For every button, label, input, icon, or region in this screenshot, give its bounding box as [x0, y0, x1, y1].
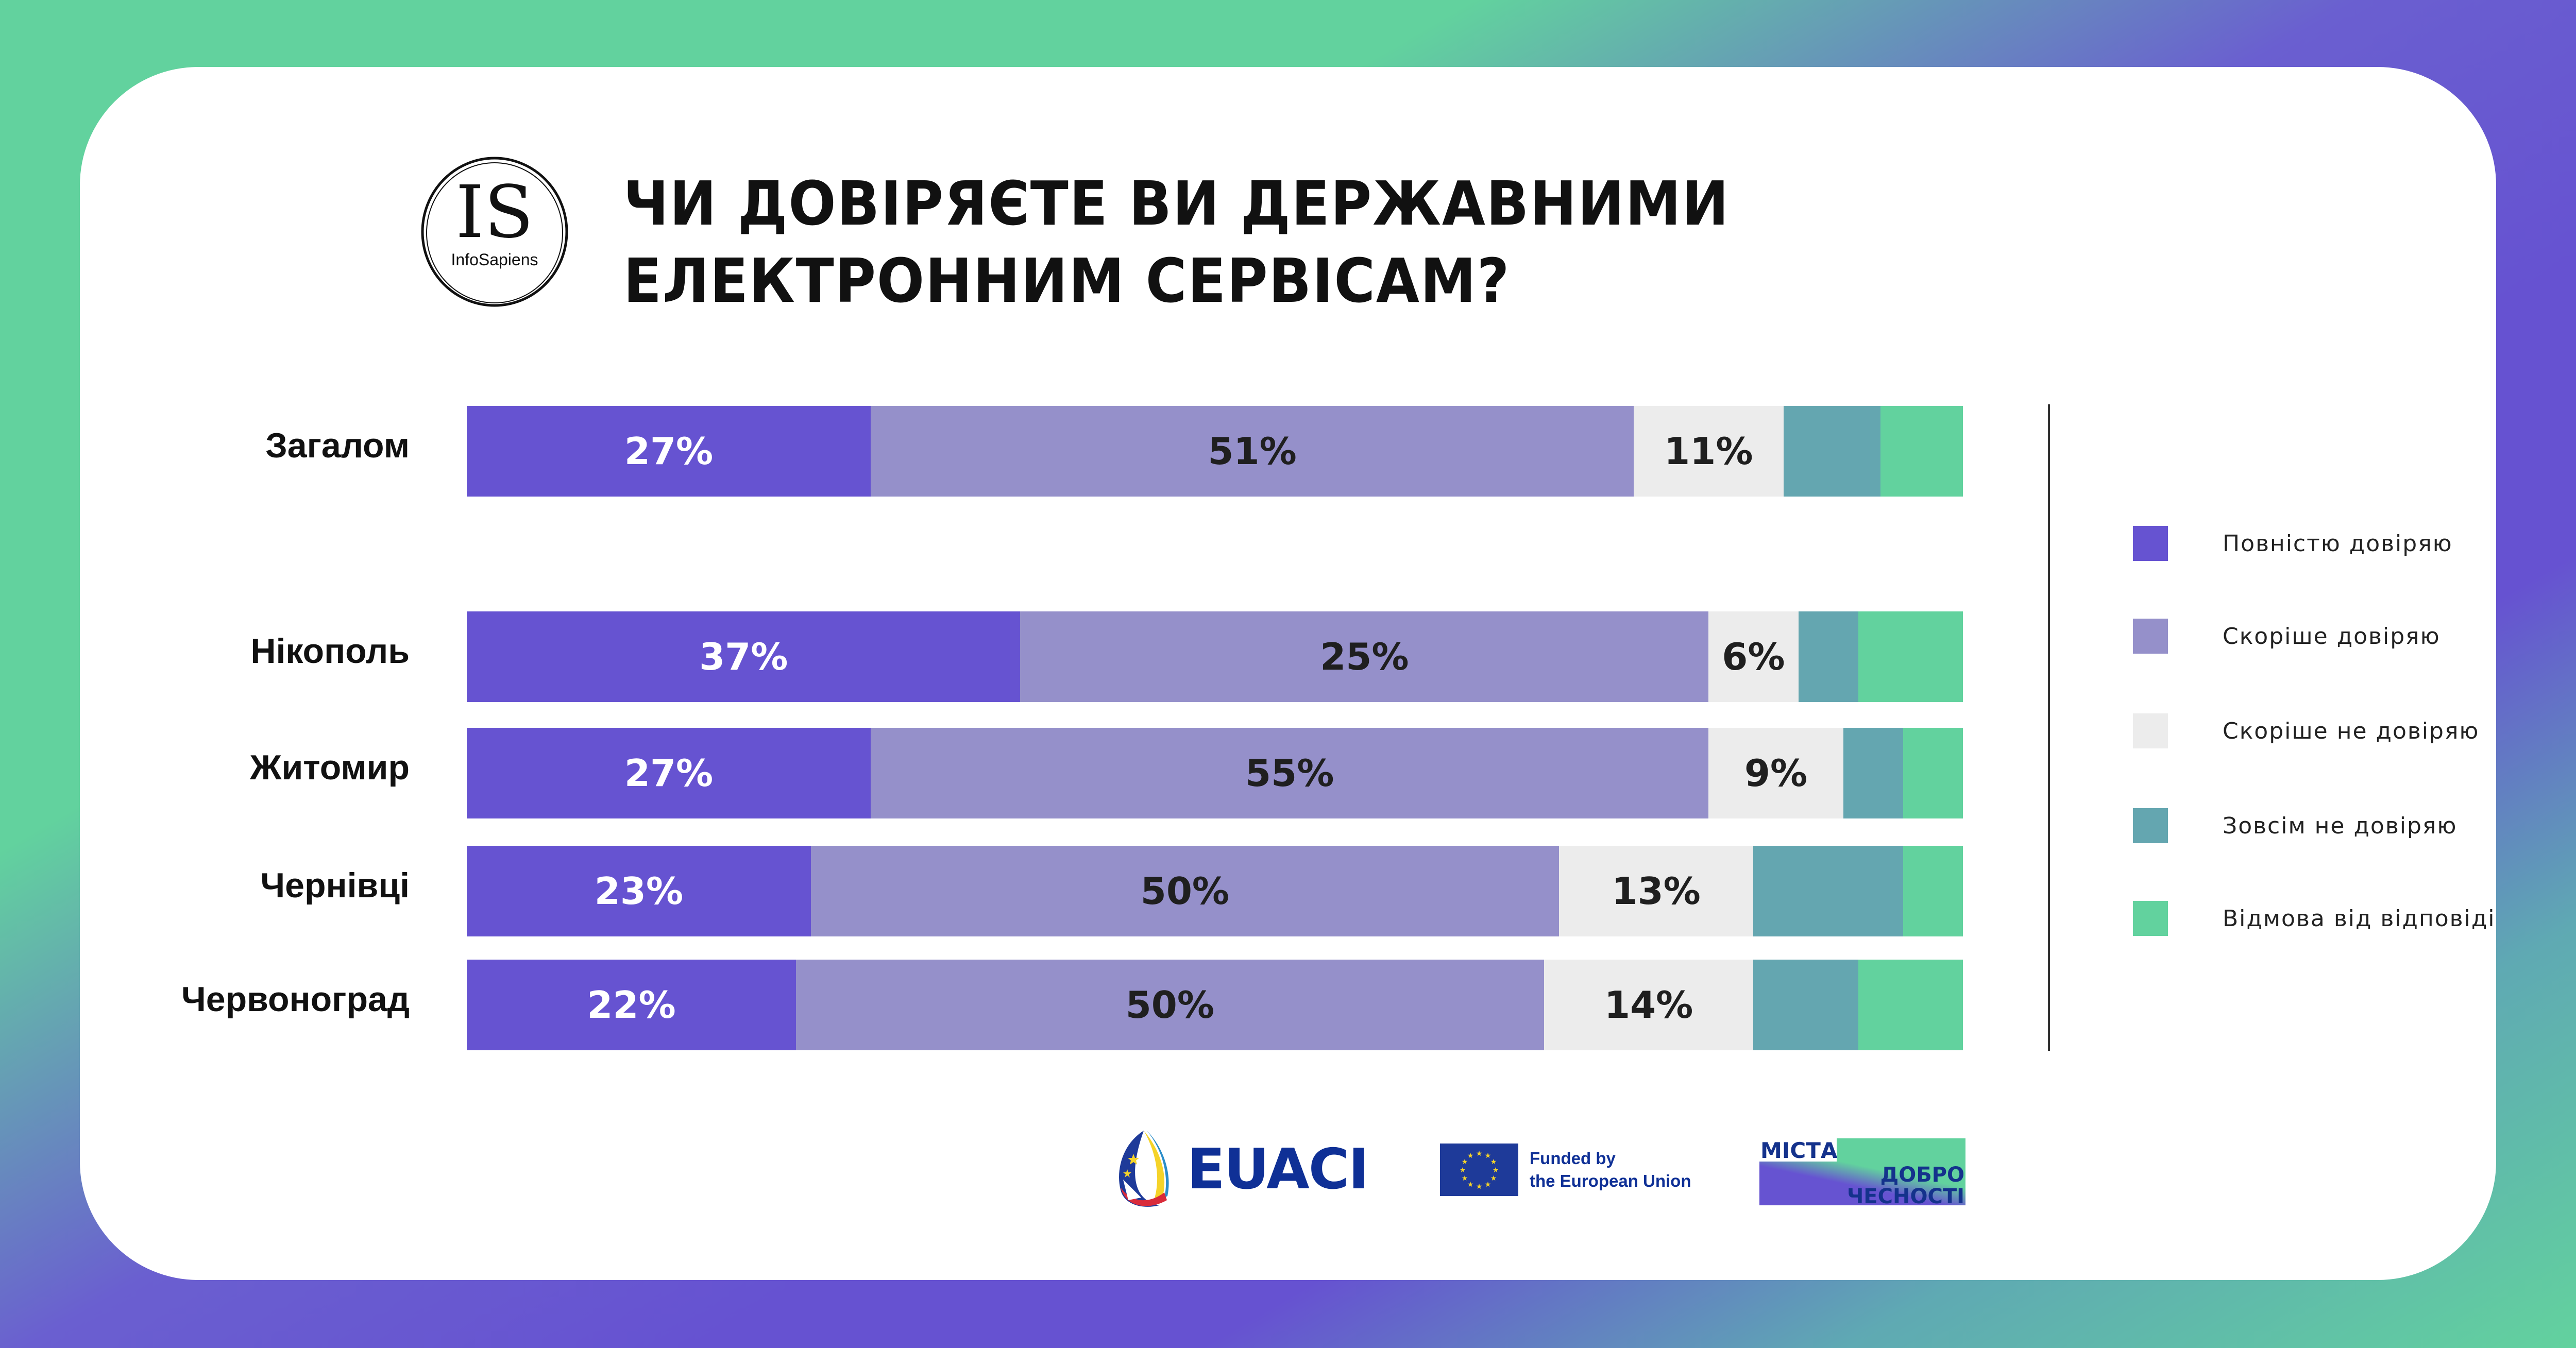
stacked-bar: 37% 25% 6% — [467, 611, 1963, 702]
eu-funded-logo: ★ ★ ★ ★ ★ ★ ★ ★ ★ ★ ★ ★ Funded by the European U… — [1440, 1144, 1691, 1196]
bar-segment-rather-trust: 25% — [1020, 611, 1709, 702]
bar-segment-fully-trust: 37% — [467, 611, 1021, 702]
stacked-bar: 23% 50% 13% — [467, 846, 1963, 936]
legend-separator — [2048, 404, 2050, 1051]
legend-swatch — [2133, 619, 2168, 654]
svg-text:★: ★ — [1476, 1183, 1483, 1191]
legend-label: Повністю довіряю — [2223, 530, 2453, 557]
data-label: 14% — [1604, 983, 1693, 1027]
bar-segment-refused — [1858, 960, 1963, 1050]
legend-label: Скоріше довіряю — [2223, 623, 2441, 650]
infosapiens-name: InfoSapiens — [451, 250, 538, 269]
category-label: Загалом — [265, 426, 410, 465]
data-label: 22% — [587, 983, 676, 1027]
eu-flag-icon: ★ ★ ★ ★ ★ ★ ★ ★ ★ ★ ★ ★ — [1440, 1144, 1518, 1196]
bar-segment-not-trust-at-all — [1753, 960, 1858, 1050]
svg-text:★: ★ — [1467, 1152, 1474, 1160]
data-label: 6% — [1722, 635, 1785, 678]
mista-line-3: ЧЕСНОСТІ — [1847, 1185, 1964, 1205]
legend-item-rather-trust: Скоріше довіряю — [2133, 618, 2495, 654]
data-label: 27% — [624, 752, 714, 795]
data-label: 51% — [1208, 430, 1297, 473]
euaci-logo: EUACI — [1113, 1128, 1369, 1210]
data-label: 11% — [1664, 430, 1753, 473]
chart-title-line-1: ЧИ ДОВІРЯЄТЕ ВИ ДЕРЖАВНИМИ — [623, 168, 1730, 239]
eu-funded-line-1: Funded by — [1530, 1149, 1616, 1168]
data-label: 9% — [1744, 752, 1808, 795]
bar-segment-rather-not-trust: 14% — [1544, 960, 1754, 1050]
bar-segment-rather-trust: 51% — [871, 406, 1634, 497]
legend-swatch — [2133, 526, 2168, 561]
category-label: Нікополь — [250, 632, 410, 671]
data-label: 50% — [1140, 869, 1230, 913]
bar-segment-rather-not-trust: 13% — [1558, 846, 1754, 936]
bar-segment-refused — [1903, 846, 1963, 936]
svg-text:★: ★ — [1467, 1181, 1474, 1189]
bar-segment-not-trust-at-all — [1753, 846, 1903, 936]
data-label: 55% — [1245, 752, 1334, 795]
stacked-bar: 22% 50% 14% — [467, 960, 1963, 1050]
data-label: 50% — [1125, 983, 1215, 1027]
category-label: Червоноград — [181, 980, 410, 1019]
mista-dobrochesnosti-logo: МІСТА ДОБРО ЧЕСНОСТІ — [1759, 1138, 1965, 1208]
svg-text:★: ★ — [1476, 1150, 1483, 1158]
legend-swatch — [2133, 901, 2168, 936]
data-label: 23% — [594, 869, 684, 913]
footer-logos: EUACI ★ ★ ★ ★ ★ ★ ★ ★ ★ ★ ★ ★ Funded by the Euro… — [1113, 1128, 1968, 1221]
legend: Повністю довіряю Скоріше довіряю Скоріше н… — [2133, 525, 2495, 993]
mista-line-2: ДОБРО — [1880, 1163, 1964, 1187]
infosapiens-mark: IS — [455, 170, 533, 254]
bar-segment-rather-not-trust: 9% — [1708, 728, 1843, 818]
stacked-bar: 27% 51% 11% — [467, 406, 1963, 497]
legend-swatch — [2133, 713, 2168, 748]
category-label: Житомир — [250, 748, 410, 787]
svg-text:★: ★ — [1460, 1166, 1466, 1174]
legend-label: Зовсім не довіряю — [2223, 812, 2458, 839]
bar-segment-not-trust-at-all — [1783, 406, 1881, 497]
bar-segment-fully-trust: 22% — [467, 960, 796, 1050]
bar-segment-rather-trust: 55% — [871, 728, 1709, 818]
bar-segment-rather-not-trust: 11% — [1634, 406, 1784, 497]
euaci-text: EUACI — [1187, 1137, 1369, 1202]
bar-segment-refused — [1880, 406, 1963, 497]
legend-swatch — [2133, 808, 2168, 843]
legend-label: Скоріше не довіряю — [2223, 718, 2480, 744]
eu-funded-text: Funded by the European Union — [1530, 1147, 1691, 1192]
svg-text:★: ★ — [1493, 1166, 1499, 1174]
bar-segment-not-trust-at-all — [1843, 728, 1903, 818]
data-label: 25% — [1320, 635, 1409, 678]
bar-segment-refused — [1903, 728, 1963, 818]
chart-title-line-2: ЕЛЕКТРОННИМ СЕРВІСАМ? — [623, 245, 1511, 316]
legend-item-rather-not-trust: Скоріше не довіряю — [2133, 713, 2495, 749]
euaci-emblem-icon — [1119, 1131, 1169, 1207]
legend-item-fully-trust: Повністю довіряю — [2133, 525, 2495, 561]
data-label: 37% — [699, 635, 788, 678]
bar-segment-refused — [1858, 611, 1963, 702]
mista-line-1: МІСТА — [1760, 1138, 1838, 1163]
data-label: 13% — [1612, 869, 1701, 913]
legend-label: Відмова від відповіді — [2223, 905, 2496, 932]
bar-segment-rather-trust: 50% — [795, 960, 1544, 1050]
svg-text:★: ★ — [1485, 1152, 1492, 1160]
category-label: Чернівці — [260, 866, 410, 905]
svg-text:★: ★ — [1490, 1174, 1497, 1183]
bar-segment-fully-trust: 27% — [467, 406, 871, 497]
svg-text:★: ★ — [1462, 1158, 1468, 1166]
infosapiens-logo: IS InfoSapiens — [417, 155, 572, 309]
legend-item-not-trust-at-all: Зовсім не довіряю — [2133, 808, 2495, 844]
data-label: 27% — [624, 430, 714, 473]
svg-text:★: ★ — [1485, 1181, 1492, 1189]
bar-segment-fully-trust: 27% — [467, 728, 871, 818]
legend-item-refused: Відмова від відповіді — [2133, 900, 2495, 936]
chart-title: ЧИ ДОВІРЯЄТЕ ВИ ДЕРЖАВНИМИ ЕЛЕКТРОННИМ С… — [623, 165, 1730, 319]
svg-text:★: ★ — [1490, 1158, 1497, 1166]
svg-text:★: ★ — [1462, 1174, 1468, 1183]
bar-segment-rather-trust: 50% — [810, 846, 1559, 936]
stacked-bar: 27% 55% 9% — [467, 728, 1963, 818]
bar-segment-not-trust-at-all — [1798, 611, 1858, 702]
bar-segment-fully-trust: 23% — [467, 846, 811, 936]
bar-segment-rather-not-trust: 6% — [1708, 611, 1799, 702]
eu-funded-line-2: the European Union — [1530, 1171, 1691, 1190]
